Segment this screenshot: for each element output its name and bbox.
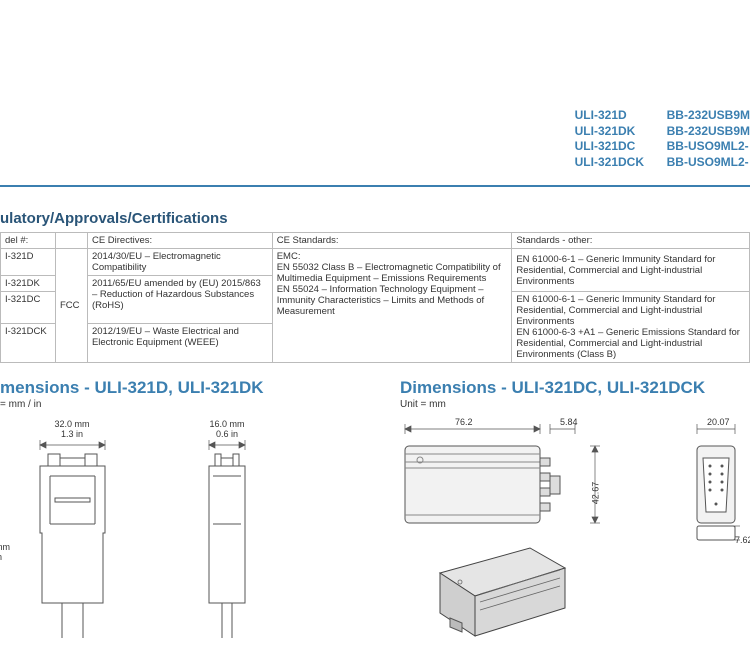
model-code: ULI-321DCK [575, 155, 657, 171]
cell-ce: 2011/65/EU amended by (EU) 2015/863 – Re… [87, 276, 272, 324]
dimensions-right-block: Dimensions - ULI-321DC, ULI-321DCK Unit … [400, 378, 705, 410]
dim-w3: 20.07 [707, 418, 730, 428]
cell-model: I-321DCK [1, 323, 56, 362]
cell-other: EN 61000-6-1 – Generic Immunity Standard… [512, 249, 750, 292]
dim-unit: = mm / in [0, 399, 264, 410]
product-codes-block: ULI-321D BB-232USB9M ULI-321DK BB-232USB… [575, 108, 750, 170]
col-header: CE Standards: [272, 233, 512, 249]
dim-w1: 76.2 [455, 418, 473, 428]
cell-ce: 2012/19/EU – Waste Electrical and Electr… [87, 323, 272, 362]
product-row: ULI-321DK BB-232USB9M [575, 124, 750, 140]
product-row: ULI-321DCK BB-USO9ML2- [575, 155, 750, 171]
divider [0, 185, 750, 187]
part-code: BB-232USB9M [667, 108, 750, 124]
dim-h: mmin [0, 543, 25, 563]
cell-model: I-321DK [1, 276, 56, 292]
cell-model: I-321D [1, 249, 56, 276]
col-header: del #: [1, 233, 56, 249]
dim-w2: 16.0 mm0.6 in [197, 420, 257, 440]
model-code: ULI-321D [575, 108, 657, 124]
dim-h1: 42.67 [591, 482, 601, 505]
dim-title: mensions - ULI-321D, ULI-321DK [0, 378, 264, 398]
table-header-row: del #: CE Directives: CE Standards: Stan… [1, 233, 750, 249]
product-row: ULI-321D BB-232USB9M [575, 108, 750, 124]
col-header: CE Directives: [87, 233, 272, 249]
model-code: ULI-321DC [575, 139, 657, 155]
section-title: ulatory/Approvals/Certifications [0, 210, 228, 227]
dimensions-left-block: mensions - ULI-321D, ULI-321DK = mm / in [0, 378, 264, 410]
dim-h2: 7.62 [735, 536, 750, 546]
product-row: ULI-321DC BB-USO9ML2- [575, 139, 750, 155]
cell-other: EN 61000-6-1 – Generic Immunity Standard… [512, 292, 750, 363]
table-row: I-321D FCC 2014/30/EU – Electromagnetic … [1, 249, 750, 276]
model-code: ULI-321DK [575, 124, 657, 140]
drawing-svg-left [0, 418, 300, 648]
dim-w1: 32.0 mm1.3 in [42, 420, 102, 440]
cell-ce: 2014/30/EU – Electromagnetic Compatibili… [87, 249, 272, 276]
cell-fcc: FCC [55, 249, 87, 363]
cell-std: EMC: EN 55032 Class B – Electromagnetic … [272, 249, 512, 363]
dim-w2: 5.84 [560, 418, 578, 428]
cell-model: I-321DC [1, 292, 56, 324]
drawing-svg-right [400, 418, 750, 648]
col-header: Standards - other: [512, 233, 750, 249]
cert-table: del #: CE Directives: CE Standards: Stan… [0, 232, 750, 363]
part-code: BB-232USB9M [667, 124, 750, 140]
dim-unit: Unit = mm [400, 399, 705, 410]
part-code: BB-USO9ML2- [667, 155, 749, 171]
dim-title: Dimensions - ULI-321DC, ULI-321DCK [400, 378, 705, 398]
drawing-right: 76.2 5.84 20.07 42.67 7.62 [400, 418, 750, 648]
col-header [55, 233, 87, 249]
part-code: BB-USO9ML2- [667, 139, 749, 155]
drawing-left: 32.0 mm1.3 in 16.0 mm0.6 in mmin [0, 418, 390, 648]
